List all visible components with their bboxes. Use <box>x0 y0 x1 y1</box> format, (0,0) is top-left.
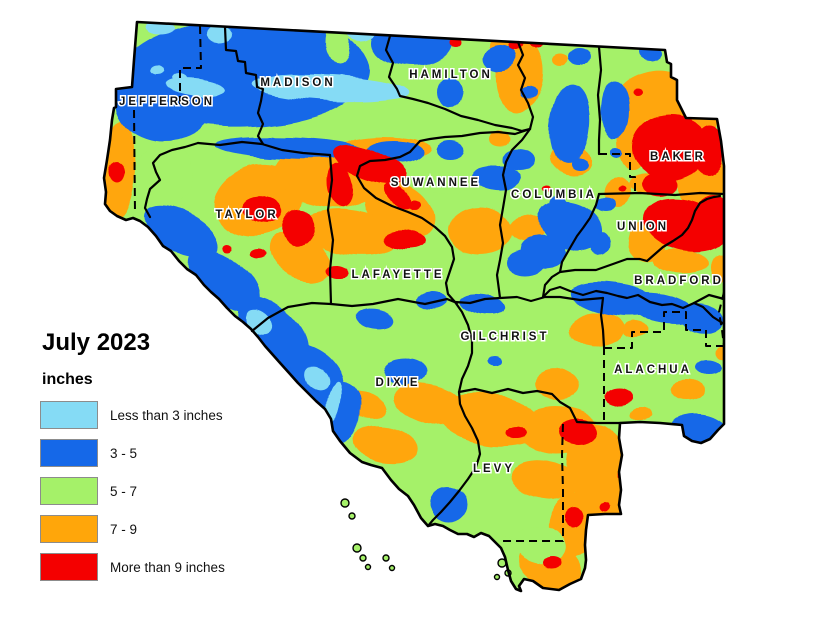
legend-swatch-57 <box>40 477 98 505</box>
boundary-baker-south <box>597 191 726 197</box>
legend-swatch-lt3 <box>40 401 98 429</box>
legend-swatch-gt9 <box>40 553 98 581</box>
region-outline <box>102 20 726 593</box>
boundary-madison-south <box>196 140 332 157</box>
boundary-jefferson-taylor <box>143 141 200 219</box>
county-label-lafayette: LAFAYETTE <box>351 269 444 281</box>
boundary-dashed-baker-sw-notch <box>599 153 636 193</box>
boundary-levy-north <box>457 387 622 425</box>
boundary-gilchrist-north <box>453 295 605 305</box>
boundary-suwannee-columbia <box>495 127 532 300</box>
county-label-columbia: COLUMBIA <box>511 189 597 201</box>
legend-swatch-35 <box>40 439 98 467</box>
rainfall-surface <box>104 22 724 591</box>
county-boundaries <box>133 25 726 542</box>
legend-label-57: 5 - 7 <box>110 483 138 499</box>
boundary-columbia-baker <box>596 45 603 156</box>
county-label-jefferson: JEFFERSON <box>119 96 215 108</box>
legend-item-57: 5 - 7 <box>40 477 290 505</box>
county-label-baker: BAKER <box>650 151 706 163</box>
boundary-columbia-east <box>541 192 601 299</box>
county-label-gilchrist: GILCHRIST <box>461 331 550 343</box>
boundary-dashed-alachua-staircase <box>604 311 724 349</box>
boundary-dashed-levy-east <box>503 423 564 542</box>
map-title: July 2023 <box>42 329 151 356</box>
legend-label-79: 7 - 9 <box>110 521 138 537</box>
rainfall-zones <box>104 22 724 588</box>
county-label-bradford: BRADFORD <box>634 275 724 287</box>
boundary-bradford-alachua <box>541 285 726 310</box>
legend-item-35: 3 - 5 <box>40 439 290 467</box>
legend-label-lt3: Less than 3 inches <box>110 407 223 423</box>
county-labels: JEFFERSON MADISON HAMILTON SUWANNEE COLUMBIA… <box>117 68 724 477</box>
zone-gt9 <box>108 39 724 568</box>
county-label-madison: MADISON <box>260 77 335 89</box>
legend-items: Less than 3 inches 3 - 5 5 - 7 7 - 9 More th… <box>40 401 290 581</box>
legend-label-gt9: More than 9 inches <box>110 559 225 575</box>
county-label-hamilton: HAMILTON <box>409 69 493 81</box>
legend-item-79: 7 - 9 <box>40 515 290 543</box>
boundary-santa-fe-east <box>692 301 726 326</box>
boundary-dashed-jefferson-top <box>179 25 202 105</box>
boundary-dashed-jefferson-aucilla <box>133 109 136 214</box>
boundary-jefferson-madison <box>223 25 265 146</box>
county-label-taylor: TAYLOR <box>215 209 278 221</box>
county-label-suwannee: SUWANNEE <box>391 177 481 189</box>
legend-item-lt3: Less than 3 inches <box>40 401 290 429</box>
boundary-union-bradford <box>558 194 722 274</box>
boundary-suwannee-river <box>355 40 535 528</box>
boundary-madison-hamilton-river <box>384 34 532 133</box>
legend-swatch-79 <box>40 515 98 543</box>
legend: July 2023 inches Less than 3 inches 3 - 5… <box>40 329 290 591</box>
legend-label-35: 3 - 5 <box>110 445 138 461</box>
county-label-dixie: DIXIE <box>375 377 420 389</box>
legend-units-label: inches <box>42 371 93 388</box>
boundary-gilchrist-alachua <box>599 296 606 349</box>
boundary-taylor-lafayette <box>326 153 335 306</box>
legend-item-gt9: More than 9 inches <box>40 553 290 581</box>
county-label-union: UNION <box>617 221 669 233</box>
county-label-levy: LEVY <box>473 463 515 475</box>
county-label-alachua: ALACHUA <box>614 364 692 376</box>
boundary-dixie-north <box>250 297 459 333</box>
